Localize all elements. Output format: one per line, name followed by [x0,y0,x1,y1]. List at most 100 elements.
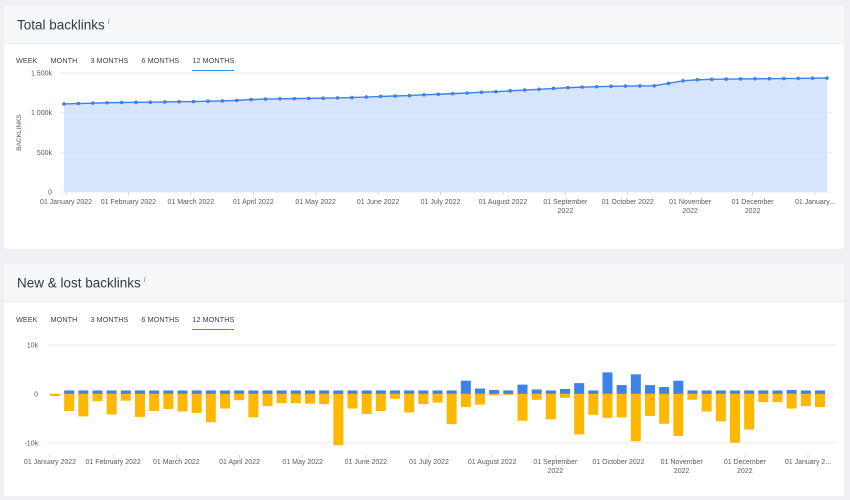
lost-bar [135,393,145,417]
new-bar [404,390,415,394]
x-tick-label: 01 October 2022 [592,459,644,466]
new-bar [177,390,188,394]
data-point [580,85,585,89]
x-tick-label: 01 December 2022 [724,459,767,475]
total-backlinks-chart: 0 500k 1 000k 1 500k BACKLINKS 01 January 202… [16,71,835,216]
data-point [609,84,613,89]
lost-bar [772,393,783,403]
new-bar [390,390,400,394]
data-point [810,76,815,80]
lost-bar [503,393,514,395]
data-point [162,100,167,104]
lost-bar [602,393,613,418]
data-point [76,101,81,106]
lost-bar [800,393,811,407]
data-point [90,101,95,105]
lost-bar [347,393,358,409]
data-point [378,94,383,99]
data-point [191,99,196,104]
lost-bar [446,393,457,425]
x-tick-label: 01 June 2022 [357,199,400,206]
lost-bar [163,393,174,410]
lost-bar [375,393,386,411]
data-point [206,99,210,103]
tab-6-months[interactable]: 6 MONTHS [141,56,180,65]
new-bar [772,390,783,394]
x-tick-label: 01 March 2022 [153,459,200,466]
tab-month[interactable]: MONTH [50,56,78,65]
data-point [710,77,714,82]
tab-6-months[interactable]: 6 MONTHS [141,315,180,324]
new-bar [503,390,514,394]
area-fill [64,77,827,192]
data-point [796,76,801,81]
new-bar [78,390,89,394]
new-bar [545,390,556,394]
tab-12-months[interactable]: 12 MONTHS [192,56,235,71]
new-bar [786,389,797,394]
y-tick-label: -10k [24,440,38,447]
tab-3-months[interactable]: 3 MONTHS [90,315,129,324]
y-tick-label: 500k [37,150,53,157]
data-point [278,96,282,101]
new-bar [347,390,358,394]
new-bar [276,390,287,394]
data-point [393,94,397,98]
lost-bar [531,393,542,400]
lost-bar [673,393,684,436]
new-bar [262,390,273,394]
data-point [249,97,253,102]
data-point [666,81,671,86]
lost-bar [78,393,89,417]
x-tick-label: 01 April 2022 [219,459,260,466]
new-bar [305,390,315,394]
tab-12-months[interactable]: 12 MONTHS [192,315,235,330]
x-tick-label: 01 May 2022 [295,199,336,206]
data-point [825,76,829,80]
new-bar [64,390,75,394]
y-tick-label: 0 [48,190,52,197]
new-lost-backlinks-header: New & lost backlinks i [4,264,844,302]
lost-bar [64,393,75,411]
data-point [220,99,225,103]
new-bar [120,390,131,394]
x-tick-label: 01 February 2022 [101,199,156,206]
data-point [551,86,556,91]
lost-bar [390,393,400,399]
new-bar [248,390,259,394]
x-tick-label: 01 January... [795,199,835,206]
new-bar [106,390,117,394]
data-point [364,95,369,99]
lost-bar [460,393,471,408]
lost-bar [149,393,160,411]
lost-bar [205,393,216,423]
lost-bar [220,393,230,409]
new-bar [333,390,344,394]
info-icon[interactable]: i [107,17,110,26]
tab-month[interactable]: MONTH [50,315,78,324]
new-bar [163,390,174,394]
lost-bar [758,393,769,403]
x-tick-label: 01 January 2... [785,459,831,466]
data-point [119,100,124,105]
new-bar [730,390,740,394]
x-tick-label: 01 January 2022 [24,459,76,466]
lost-bar [276,393,287,404]
lost-bar [177,393,188,412]
tab-week[interactable]: WEEK [16,56,38,65]
lost-bar [545,393,556,420]
tab-week[interactable]: WEEK [16,315,38,324]
lost-bar [517,393,528,421]
tab-3-months[interactable]: 3 MONTHS [90,56,129,65]
data-point [234,98,239,103]
data-point [148,100,153,104]
data-point [724,77,729,81]
new-bar [361,390,372,394]
info-icon[interactable]: i [143,275,146,284]
x-tick-label: 01 April 2022 [233,199,274,206]
lost-bar [404,393,415,413]
lost-bar [234,393,245,401]
data-point [652,83,657,88]
lost-bar [715,393,726,422]
new-bar [531,389,542,394]
